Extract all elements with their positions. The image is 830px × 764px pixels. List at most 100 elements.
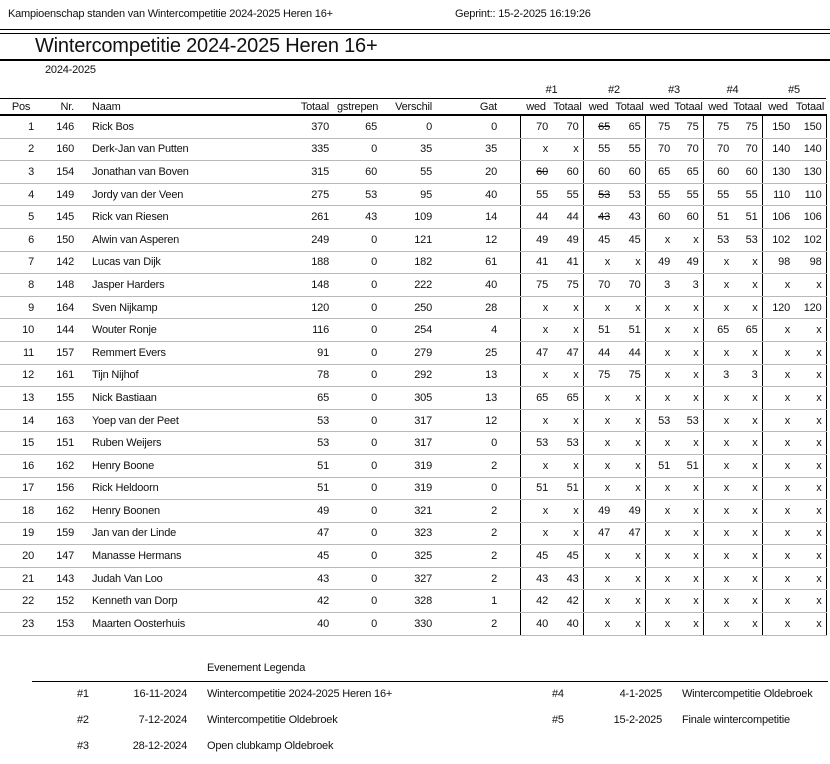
event1-wed-cell: 44: [519, 205, 552, 229]
naam-cell: Jasper Harders: [82, 273, 260, 297]
legend-entry: #4 4-1-2025 Wintercompetitie Oldebroek: [552, 688, 813, 701]
event5-totaal-cell: x: [794, 364, 827, 388]
event3-totaal-cell: x: [674, 522, 703, 546]
nr-cell: 159: [42, 522, 82, 546]
printed-timestamp: Geprint:: 15-2-2025 16:19:26: [455, 8, 591, 20]
event2-wed-cell: x: [582, 386, 614, 410]
event2-totaal-cell: 70: [614, 273, 645, 297]
event4-wed-cell: 60: [702, 160, 733, 184]
event2-wed-cell: x: [582, 589, 614, 614]
event5-totaal-cell: x: [794, 477, 827, 501]
event4-totaal-cell: 3: [733, 364, 762, 388]
event4-wed-cell: 53: [702, 228, 733, 252]
event1-totaal-cell: 75: [552, 273, 583, 297]
event5-totaal-cell: x: [794, 273, 827, 297]
gat-cell: 40: [440, 183, 505, 207]
nr-cell: 147: [42, 544, 82, 568]
event5-wed-cell: x: [761, 386, 794, 410]
naam-cell: Manasse Hermans: [82, 544, 260, 568]
verschil-cell: 305: [385, 386, 440, 410]
event2-wed-cell: x: [582, 251, 614, 275]
event1-totaal-cell: x: [552, 138, 583, 162]
gat-cell: 12: [440, 409, 505, 433]
row-spacer: [505, 138, 520, 162]
event2-totaal-cell: 60: [614, 160, 645, 184]
event5-wed-cell: x: [761, 364, 794, 388]
event3-totaal-cell: x: [674, 431, 703, 455]
gat-cell: 13: [440, 364, 505, 388]
verschil-cell: 321: [385, 499, 440, 523]
legend-entry: #2 7-12-2024 Wintercompetitie Oldebroek: [77, 714, 338, 727]
event3-wed-cell: 60: [644, 205, 674, 229]
naam-cell: Henry Boone: [82, 454, 260, 478]
legend-rule: [32, 681, 828, 682]
naam-cell: Alwin van Asperen: [82, 228, 260, 252]
event4-totaal-cell: 65: [733, 318, 762, 342]
event3-totaal-cell: x: [674, 589, 703, 614]
gestrepen-cell: 0: [337, 544, 385, 568]
row-spacer: [505, 567, 520, 591]
event3-totaal-cell: 55: [674, 183, 703, 207]
event1-totaal-cell: x: [552, 364, 583, 388]
event4-totaal-cell: x: [733, 273, 762, 297]
event2-wed-cell: 51: [582, 318, 614, 342]
event3-totaal-cell: 65: [674, 160, 703, 184]
verschil-cell: 328: [385, 589, 440, 614]
row-spacer: [505, 589, 520, 614]
pos-cell: 10: [0, 318, 42, 342]
event5-wed-cell: x: [761, 341, 794, 365]
event1-totaal-cell: 53: [552, 431, 583, 455]
pos-cell: 2: [0, 138, 42, 162]
pos-cell: 5: [0, 205, 42, 229]
row-spacer: [505, 409, 520, 433]
verschil-cell: 109: [385, 205, 440, 229]
nr-cell: 149: [42, 183, 82, 207]
event3-totaal-cell: x: [674, 386, 703, 410]
event1-wed-cell: 49: [519, 228, 552, 252]
event5-wed-cell: x: [761, 522, 794, 546]
event1-totaal-cell: 40: [552, 612, 583, 636]
event1-wed-cell: x: [519, 522, 552, 546]
table-row: 18 162 Henry Boonen 49 0 321 2 x x 49 49 x x x x x x: [0, 499, 827, 523]
totaal-cell: 53: [260, 431, 337, 455]
pos-cell: 6: [0, 228, 42, 252]
event5-totaal-cell: x: [794, 612, 827, 636]
event1-wed-cell: 60: [519, 160, 552, 184]
event-subheader-wed: wed: [520, 98, 552, 116]
table-row: 20 147 Manasse Hermans 45 0 325 2 45 45 x x x x x x x x: [0, 544, 827, 568]
event3-wed-cell: x: [644, 386, 674, 410]
event2-wed-cell: x: [582, 409, 614, 433]
event4-wed-cell: x: [702, 589, 733, 614]
event5-totaal-cell: 110: [794, 183, 827, 207]
event4-wed-cell: x: [702, 341, 733, 365]
event2-totaal-cell: 75: [614, 364, 645, 388]
totaal-cell: 120: [260, 296, 337, 320]
totaal-cell: 40: [260, 612, 337, 636]
event4-totaal-cell: x: [733, 612, 762, 636]
gestrepen-cell: 0: [337, 386, 385, 410]
gat-cell: 14: [440, 205, 505, 229]
event3-wed-cell: x: [644, 522, 674, 546]
naam-cell: Jan van der Linde: [82, 522, 260, 546]
totaal-cell: 249: [260, 228, 337, 252]
event1-totaal-cell: 70: [552, 115, 583, 139]
totaal-cell: 315: [260, 160, 337, 184]
nr-cell: 145: [42, 205, 82, 229]
totaal-cell: 335: [260, 138, 337, 162]
event4-totaal-cell: x: [733, 341, 762, 365]
event5-totaal-cell: x: [794, 499, 827, 523]
event4-totaal-cell: 70: [733, 138, 762, 162]
table-row: 11 157 Remmert Evers 91 0 279 25 47 47 44 44 x x x x x x: [0, 341, 827, 365]
gestrepen-cell: 0: [337, 409, 385, 433]
pos-cell: 15: [0, 431, 42, 455]
gestrepen-cell: 0: [337, 273, 385, 297]
event5-wed-cell: x: [761, 612, 794, 636]
table-row: 12 161 Tijn Nijhof 78 0 292 13 x x 75 75 x x 3 3 x x: [0, 364, 827, 388]
nr-cell: 154: [42, 160, 82, 184]
event4-totaal-cell: x: [733, 589, 762, 614]
row-spacer: [505, 296, 520, 320]
nr-cell: 161: [42, 364, 82, 388]
double-rule: [0, 29, 830, 34]
event1-wed-cell: 45: [519, 544, 552, 568]
verschil-cell: 279: [385, 341, 440, 365]
